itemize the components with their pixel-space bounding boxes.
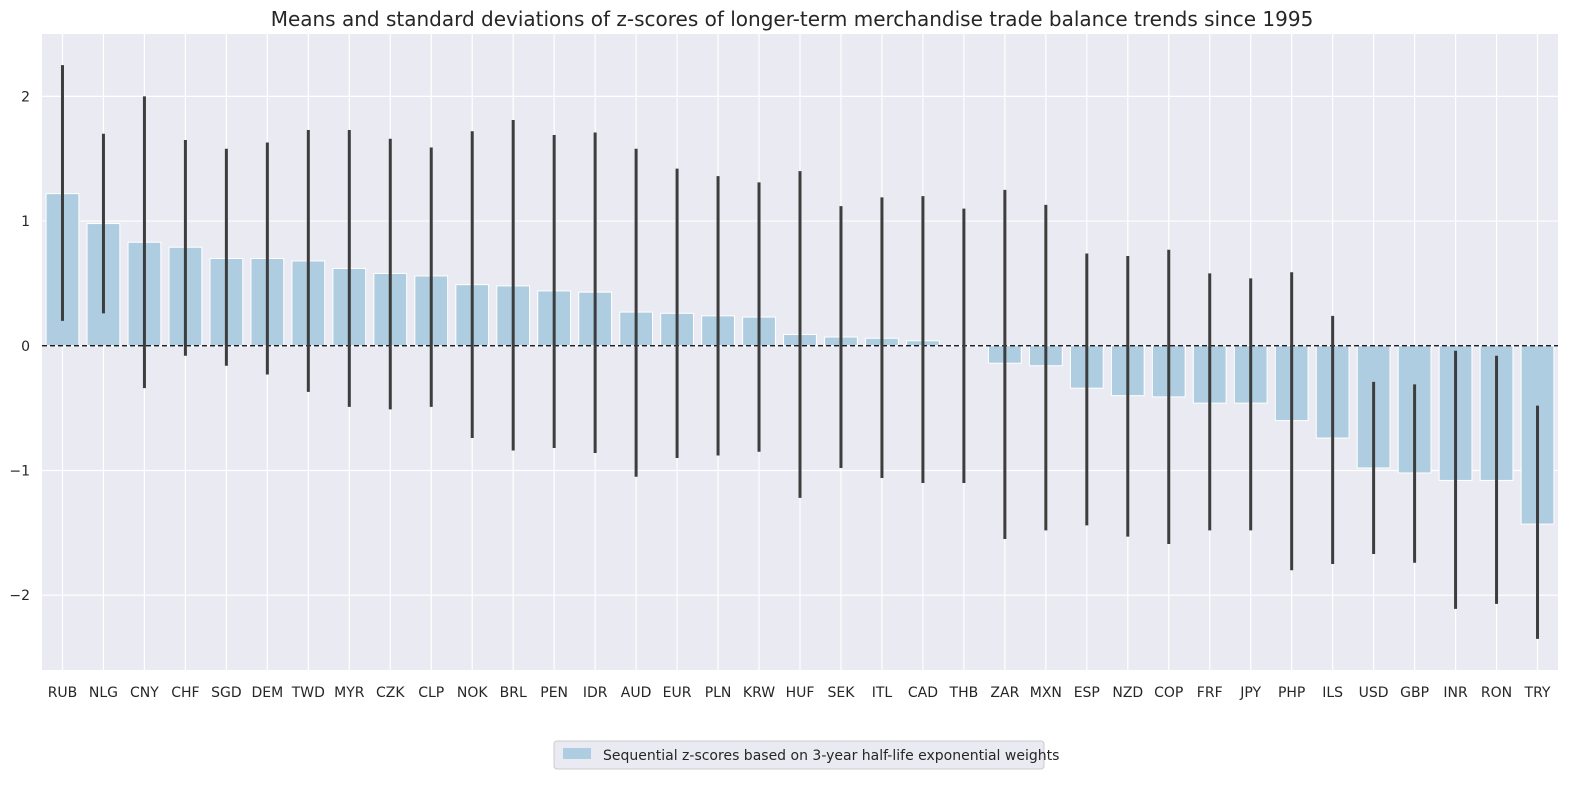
x-tick-label: ESP	[1074, 685, 1100, 701]
x-tick-label: CAD	[908, 685, 938, 701]
y-tick-label: −2	[9, 588, 30, 604]
error-bars-layer	[60, 65, 1540, 639]
y-axis-ticks: −2 −1 0 1 2	[9, 89, 30, 604]
x-tick-label: NZD	[1112, 685, 1143, 701]
legend-box	[553, 740, 1045, 770]
y-tick-label: 0	[21, 339, 30, 355]
x-tick-label: IDR	[583, 685, 608, 701]
x-tick-label: MXN	[1030, 685, 1062, 701]
legend: Sequential z-scores based on 3-year half…	[553, 740, 1059, 770]
legend-swatch	[563, 748, 591, 759]
x-tick-label: RUB	[48, 685, 78, 701]
x-axis-ticks: RUB NLG CNY CHF SGD DEM TWD MYR CZK CLP NOK BRL PEN I…	[48, 685, 1551, 701]
y-tick-label: −1	[9, 463, 30, 479]
chart-title: Means and standard deviations of z-score…	[271, 7, 1314, 31]
x-tick-label: TRY	[1524, 685, 1551, 701]
x-tick-label: CLP	[418, 685, 444, 701]
x-tick-label: PEN	[540, 685, 568, 701]
x-tick-label: USD	[1359, 685, 1389, 701]
x-tick-label: JPY	[1239, 685, 1261, 701]
y-tick-label: 2	[21, 89, 30, 105]
x-tick-label: ITL	[872, 685, 893, 701]
x-tick-label: CZK	[376, 685, 405, 701]
x-tick-label: CNY	[130, 685, 159, 701]
x-tick-label: EUR	[663, 685, 692, 701]
x-tick-label: SEK	[828, 685, 856, 701]
x-tick-label: PHP	[1278, 685, 1305, 701]
x-tick-label: NOK	[457, 685, 488, 701]
x-tick-label: NLG	[89, 685, 118, 701]
x-tick-label: SGD	[211, 685, 242, 701]
x-tick-label: BRL	[500, 685, 527, 701]
x-tick-label: PLN	[705, 685, 732, 701]
x-tick-label: MYR	[334, 685, 365, 701]
x-tick-label: AUD	[621, 685, 652, 701]
x-tick-label: THB	[949, 685, 979, 701]
x-tick-label: INR	[1443, 685, 1468, 701]
x-tick-label: CHF	[171, 685, 199, 701]
legend-label: Sequential z-scores based on 3-year half…	[603, 748, 1059, 764]
x-tick-label: DEM	[251, 685, 283, 701]
x-tick-label: ILS	[1322, 685, 1343, 701]
x-tick-label: ZAR	[990, 685, 1019, 701]
x-tick-label: COP	[1154, 685, 1183, 701]
x-tick-label: GBP	[1400, 685, 1429, 701]
x-tick-label: FRF	[1197, 685, 1223, 701]
x-tick-label: RON	[1481, 685, 1512, 701]
x-tick-label: HUF	[786, 685, 815, 701]
y-tick-label: 1	[21, 214, 30, 230]
x-tick-label: TWD	[291, 685, 325, 701]
x-tick-label: KRW	[743, 685, 775, 701]
